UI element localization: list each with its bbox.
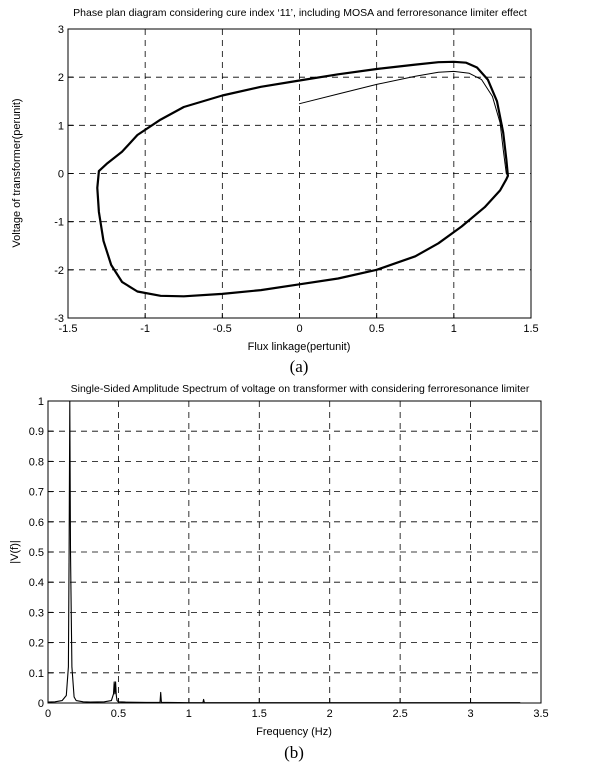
y-tick-label: 0.3: [29, 607, 44, 619]
x-tick-label: 3: [468, 708, 474, 720]
x-tick-label: 0: [45, 708, 51, 720]
chart-a-series: [96, 60, 509, 298]
x-tick-label: -1.5: [59, 323, 78, 335]
y-tick-label: 0: [58, 169, 64, 181]
chart-b-caption: (b): [284, 743, 304, 762]
y-tick-label: 3: [58, 24, 64, 36]
x-tick-label: 2.5: [392, 708, 407, 720]
y-tick-label: 0.7: [29, 487, 44, 499]
x-tick-label: 1: [451, 323, 457, 335]
y-tick-label: 0.1: [29, 668, 44, 680]
chart-a-ylabel: Voltage of transformer(perunit): [11, 98, 23, 247]
chart-b-xlabel: Frequency (Hz): [256, 726, 332, 738]
x-tick-label: 1.5: [523, 323, 538, 335]
x-tick-label: 0: [296, 323, 302, 335]
series-line-1: [299, 70, 509, 177]
y-tick-label: 0.8: [29, 456, 44, 468]
chart-a-caption: (a): [290, 357, 309, 376]
chart-b-series: [47, 400, 521, 704]
y-tick-label: 1: [58, 120, 64, 132]
chart-a-grid: [68, 29, 531, 318]
y-tick-label: -1: [54, 217, 64, 229]
chart-b-ticks: 0 0.5 1 1.5 2 2.5 3 3.5 0 0.1 0.2 0.3 0.4 0.5 0.6 0.7 0.…: [29, 396, 549, 720]
y-tick-label: -2: [54, 265, 64, 277]
x-tick-label: -0.5: [213, 323, 232, 335]
chart-a-title: Phase plan diagram considering cure inde…: [73, 7, 527, 19]
y-tick-label: 1: [38, 396, 44, 408]
x-tick-label: 1: [186, 708, 192, 720]
y-tick-label: 0: [38, 698, 44, 710]
chart-a-xlabel: Flux linkage(pertunit): [248, 341, 351, 353]
y-tick-label: -3: [54, 313, 64, 325]
x-tick-label: -1: [140, 323, 150, 335]
series-line-0: [47, 400, 521, 704]
y-tick-label: 0.9: [29, 426, 44, 438]
chart-b: Single-Sided Amplitude Spectrum of volta…: [9, 383, 549, 762]
y-tick-label: 0.4: [29, 577, 44, 589]
series-line-0: [96, 60, 509, 298]
chart-b-title: Single-Sided Amplitude Spectrum of volta…: [71, 383, 530, 395]
y-tick-label: 0.5: [29, 547, 44, 559]
x-tick-label: 0.5: [369, 323, 384, 335]
chart-b-grid: [48, 401, 541, 703]
x-tick-label: 2: [327, 708, 333, 720]
y-tick-label: 0.6: [29, 517, 44, 529]
x-tick-label: 1.5: [252, 708, 267, 720]
x-tick-label: 0.5: [111, 708, 126, 720]
chart-a-ticks: -1.5 -1 -0.5 0 0.5 1 1.5 -3 -2 -1 0 1 2 3: [54, 24, 538, 335]
x-tick-label: 3.5: [533, 708, 548, 720]
chart-b-ylabel: |V(f)|: [9, 540, 21, 563]
y-tick-label: 0.2: [29, 638, 44, 650]
y-tick-label: 2: [58, 72, 64, 84]
chart-a: Phase plan diagram considering cure inde…: [11, 7, 539, 376]
